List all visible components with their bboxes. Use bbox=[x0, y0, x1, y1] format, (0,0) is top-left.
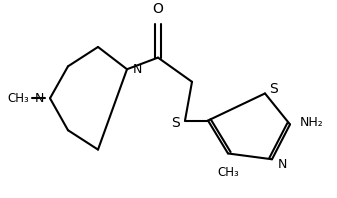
Text: O: O bbox=[153, 2, 163, 16]
Text: N: N bbox=[133, 63, 142, 76]
Text: CH₃: CH₃ bbox=[217, 166, 239, 179]
Text: N: N bbox=[35, 92, 44, 105]
Text: N: N bbox=[277, 158, 287, 171]
Text: CH₃: CH₃ bbox=[7, 92, 29, 105]
Text: S: S bbox=[269, 82, 277, 96]
Text: NH₂: NH₂ bbox=[300, 116, 324, 129]
Text: S: S bbox=[171, 116, 179, 130]
